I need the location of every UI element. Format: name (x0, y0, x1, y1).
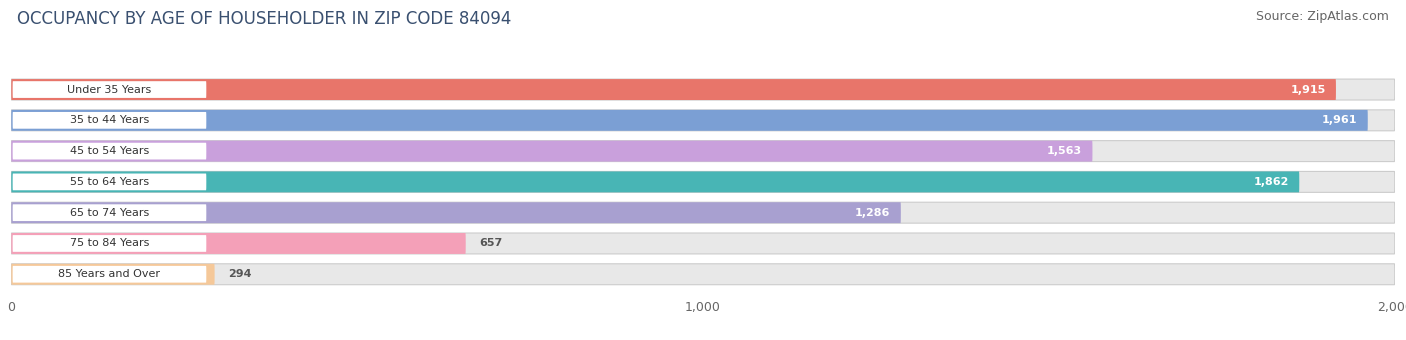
Text: 35 to 44 Years: 35 to 44 Years (70, 115, 149, 125)
FancyBboxPatch shape (11, 79, 1336, 100)
FancyBboxPatch shape (11, 171, 1395, 192)
Text: 1,286: 1,286 (855, 208, 890, 218)
Text: 1,563: 1,563 (1047, 146, 1083, 156)
Text: 1,961: 1,961 (1322, 115, 1357, 125)
Text: 85 Years and Over: 85 Years and Over (59, 269, 160, 279)
FancyBboxPatch shape (11, 171, 1299, 192)
Text: 1,862: 1,862 (1254, 177, 1289, 187)
FancyBboxPatch shape (11, 233, 1395, 254)
FancyBboxPatch shape (11, 110, 1395, 131)
Text: 657: 657 (479, 238, 503, 249)
FancyBboxPatch shape (13, 112, 207, 129)
Text: Source: ZipAtlas.com: Source: ZipAtlas.com (1256, 10, 1389, 23)
FancyBboxPatch shape (13, 81, 207, 98)
FancyBboxPatch shape (13, 143, 207, 159)
Text: Under 35 Years: Under 35 Years (67, 85, 152, 95)
Text: 294: 294 (228, 269, 252, 279)
FancyBboxPatch shape (11, 141, 1395, 162)
FancyBboxPatch shape (13, 266, 207, 283)
Text: 1,915: 1,915 (1291, 85, 1326, 95)
FancyBboxPatch shape (11, 110, 1368, 131)
Text: 55 to 64 Years: 55 to 64 Years (70, 177, 149, 187)
FancyBboxPatch shape (11, 264, 1395, 285)
FancyBboxPatch shape (11, 202, 1395, 223)
Text: OCCUPANCY BY AGE OF HOUSEHOLDER IN ZIP CODE 84094: OCCUPANCY BY AGE OF HOUSEHOLDER IN ZIP C… (17, 10, 512, 28)
Text: 45 to 54 Years: 45 to 54 Years (70, 146, 149, 156)
FancyBboxPatch shape (11, 264, 215, 285)
Text: 65 to 74 Years: 65 to 74 Years (70, 208, 149, 218)
FancyBboxPatch shape (13, 235, 207, 252)
FancyBboxPatch shape (11, 233, 465, 254)
FancyBboxPatch shape (11, 141, 1092, 162)
FancyBboxPatch shape (13, 204, 207, 221)
FancyBboxPatch shape (11, 202, 901, 223)
FancyBboxPatch shape (13, 173, 207, 190)
FancyBboxPatch shape (11, 79, 1395, 100)
Text: 75 to 84 Years: 75 to 84 Years (70, 238, 149, 249)
